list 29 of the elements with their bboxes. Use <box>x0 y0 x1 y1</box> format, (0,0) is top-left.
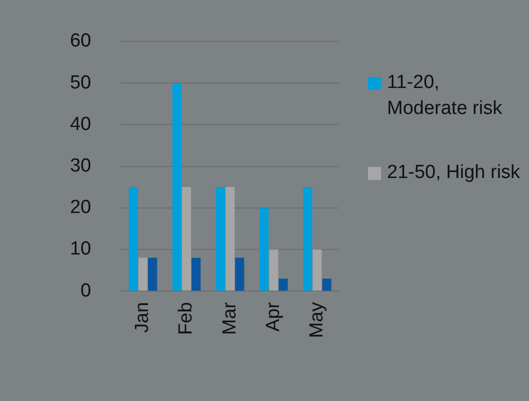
bar <box>303 187 312 291</box>
x-tick-label: Feb <box>176 302 197 335</box>
bar <box>260 208 269 291</box>
x-tick-label: Mar <box>219 301 240 335</box>
bar <box>269 249 278 291</box>
y-tick-label: 20 <box>70 197 92 218</box>
x-tick-label: May <box>306 302 328 338</box>
x-tick-label: Jan <box>132 302 154 333</box>
bar <box>182 187 192 291</box>
y-tick-label: 60 <box>70 30 92 52</box>
bar <box>172 83 182 291</box>
bar <box>312 249 322 291</box>
bar <box>148 258 158 291</box>
bar <box>278 278 288 291</box>
bar <box>226 187 235 291</box>
y-tick-label: 50 <box>70 72 92 94</box>
y-tick-label: 10 <box>70 238 92 260</box>
x-tick-label: Apr <box>262 301 284 332</box>
bar <box>322 278 332 291</box>
y-tick-label: 0 <box>80 280 92 302</box>
bar <box>128 187 138 291</box>
bar <box>216 187 226 291</box>
bar <box>235 258 244 291</box>
y-tick-label: 30 <box>70 155 92 176</box>
y-tick-label: 40 <box>70 114 92 135</box>
bar <box>138 258 148 291</box>
bar <box>192 258 201 291</box>
legend-label: 11-20, Moderate risk <box>387 71 504 121</box>
legend-label: 21-50, High risk <box>387 161 520 185</box>
